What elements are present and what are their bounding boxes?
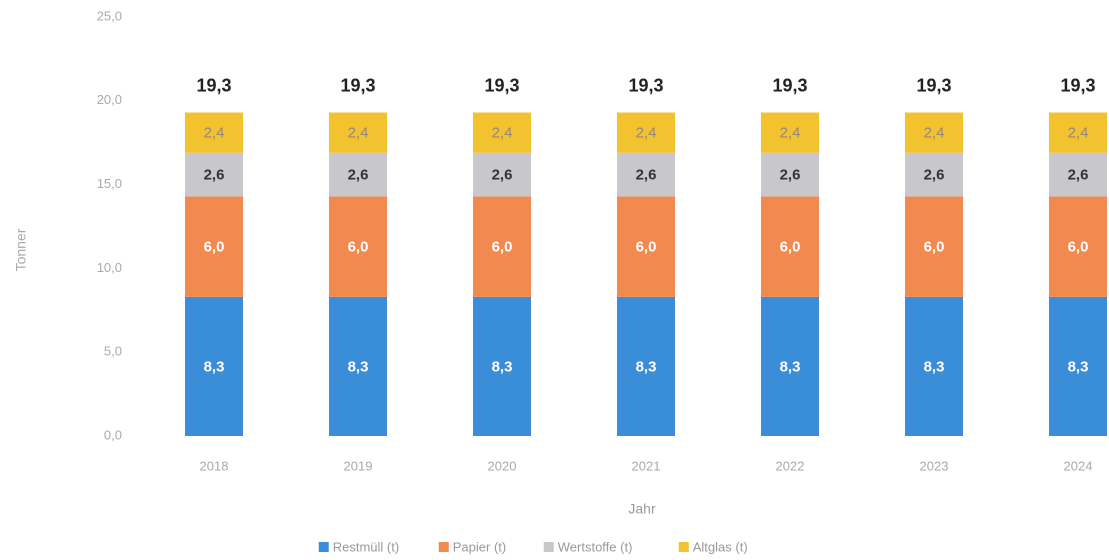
data-label: 6,0 <box>636 239 657 256</box>
y-tick-label: 5,0 <box>104 344 122 359</box>
data-label: 8,3 <box>780 358 801 375</box>
bar-segment <box>617 296 675 436</box>
bar-segment <box>905 296 963 436</box>
x-tick-label: 2023 <box>920 458 949 473</box>
bar-segment <box>761 296 819 436</box>
bar-segment <box>761 196 819 297</box>
total-label: 19,3 <box>196 75 231 95</box>
legend-label: Altglas (t) <box>693 539 748 554</box>
x-tick-label: 2019 <box>344 458 373 473</box>
data-label: 2,4 <box>348 125 369 142</box>
data-label: 2,4 <box>204 125 225 142</box>
bar-segment <box>1049 112 1107 153</box>
x-tick-label: 2022 <box>776 458 805 473</box>
x-axis-title: Jahr <box>628 501 656 517</box>
bar-segment <box>617 196 675 297</box>
total-label: 19,3 <box>340 75 375 95</box>
legend-label: Papier (t) <box>453 539 506 554</box>
bar-segment <box>1049 296 1107 436</box>
bar-segment <box>905 112 963 153</box>
y-tick-label: 0,0 <box>104 427 122 442</box>
data-label: 6,0 <box>204 239 225 256</box>
data-label: 8,3 <box>1068 358 1089 375</box>
data-label: 8,3 <box>348 358 369 375</box>
data-label: 2,6 <box>492 167 513 184</box>
data-label: 2,4 <box>780 125 801 142</box>
bar-segment <box>617 112 675 153</box>
data-label: 2,4 <box>1068 125 1089 142</box>
data-label: 6,0 <box>780 239 801 256</box>
bar-segment <box>329 152 387 197</box>
bar-segment <box>329 196 387 297</box>
bar-segment <box>185 112 243 153</box>
bar-segment <box>761 152 819 197</box>
data-label: 2,6 <box>1068 167 1089 184</box>
total-label: 19,3 <box>628 75 663 95</box>
y-axis-title: Tonner <box>13 228 29 271</box>
data-label: 6,0 <box>1068 239 1089 256</box>
y-tick-label: 20,0 <box>97 92 122 107</box>
bar-segment <box>473 112 531 153</box>
bar-segment <box>905 196 963 297</box>
x-tick-label: 2021 <box>632 458 661 473</box>
x-tick-label: 2024 <box>1064 458 1093 473</box>
x-tick-label: 2018 <box>200 458 229 473</box>
data-label: 2,6 <box>348 167 369 184</box>
bar-segment <box>329 112 387 153</box>
y-tick-label: 15,0 <box>97 176 122 191</box>
legend-label: Wertstoffe (t) <box>558 539 633 554</box>
bar-segment <box>473 296 531 436</box>
total-label: 19,3 <box>772 75 807 95</box>
bar-segment <box>1049 196 1107 297</box>
data-label: 6,0 <box>492 239 513 256</box>
bar-segment <box>473 152 531 197</box>
bar-segment <box>1049 152 1107 197</box>
bar-segment <box>761 112 819 153</box>
bar-segment <box>185 296 243 436</box>
data-label: 6,0 <box>924 239 945 256</box>
bar-segment <box>329 296 387 436</box>
data-label: 2,6 <box>636 167 657 184</box>
bar-segment <box>185 196 243 297</box>
data-label: 2,4 <box>924 125 945 142</box>
data-label: 2,6 <box>204 167 225 184</box>
legend-swatch <box>318 542 329 552</box>
bar-segment <box>185 152 243 197</box>
data-label: 8,3 <box>924 358 945 375</box>
bar-segment <box>473 196 531 297</box>
y-tick-label: 10,0 <box>97 260 122 275</box>
legend-label: Restmüll (t) <box>333 539 399 554</box>
total-label: 19,3 <box>484 75 519 95</box>
bar-segment <box>617 152 675 197</box>
data-label: 2,4 <box>492 125 513 142</box>
total-label: 19,3 <box>916 75 951 95</box>
x-tick-label: 2020 <box>488 458 517 473</box>
data-label: 2,6 <box>924 167 945 184</box>
legend-swatch <box>438 542 449 552</box>
legend-swatch <box>543 542 554 552</box>
data-label: 6,0 <box>348 239 369 256</box>
data-label: 8,3 <box>492 358 513 375</box>
data-label: 2,6 <box>780 167 801 184</box>
bar-segment <box>905 152 963 197</box>
data-label: 8,3 <box>636 358 657 375</box>
y-tick-label: 25,0 <box>97 8 122 23</box>
total-label: 19,3 <box>1060 75 1095 95</box>
data-label: 8,3 <box>204 358 225 375</box>
data-label: 2,4 <box>636 125 657 142</box>
legend-swatch <box>678 542 689 552</box>
